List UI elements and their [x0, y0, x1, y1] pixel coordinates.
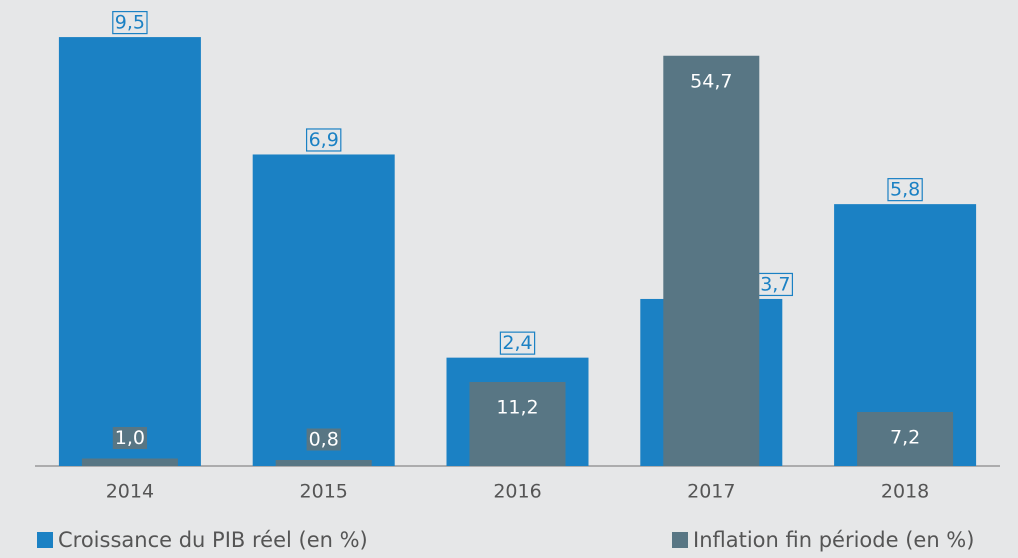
bar: [663, 55, 760, 466]
bar: [58, 37, 201, 466]
bar: [252, 154, 395, 466]
x-tick-label: 2017: [687, 481, 735, 503]
value-label-box: [112, 10, 148, 35]
legend-label: Inflation fin période (en %): [693, 528, 974, 552]
value-label: 7,2: [890, 427, 920, 449]
legend-swatch: [37, 532, 53, 548]
value-label-box: [306, 428, 341, 451]
bar: [857, 412, 954, 466]
bar: [275, 460, 372, 466]
value-label: 54,7: [690, 70, 732, 92]
x-tick-label: 2016: [493, 481, 541, 503]
value-label: 1,0: [115, 427, 145, 449]
value-label-box: [887, 178, 923, 202]
value-label-box: [112, 427, 148, 449]
bar: [469, 382, 566, 466]
value-label: 2,4: [502, 332, 532, 354]
value-label: 3,7: [760, 273, 790, 295]
legend-label: Croissance du PIB réel (en %): [58, 528, 368, 552]
value-label-box: [499, 331, 536, 355]
value-label: 6,9: [309, 129, 339, 151]
value-label: 5,8: [890, 179, 920, 201]
x-tick-label: 2014: [106, 481, 154, 503]
value-label-box: [305, 128, 342, 152]
value-label: 11,2: [496, 397, 538, 419]
x-tick-label: 2015: [300, 481, 348, 503]
bar: [81, 458, 178, 466]
x-tick-label: 2018: [881, 481, 929, 503]
value-label: 9,5: [115, 12, 145, 34]
legend-swatch: [672, 532, 688, 548]
value-label: 0,8: [309, 429, 339, 451]
